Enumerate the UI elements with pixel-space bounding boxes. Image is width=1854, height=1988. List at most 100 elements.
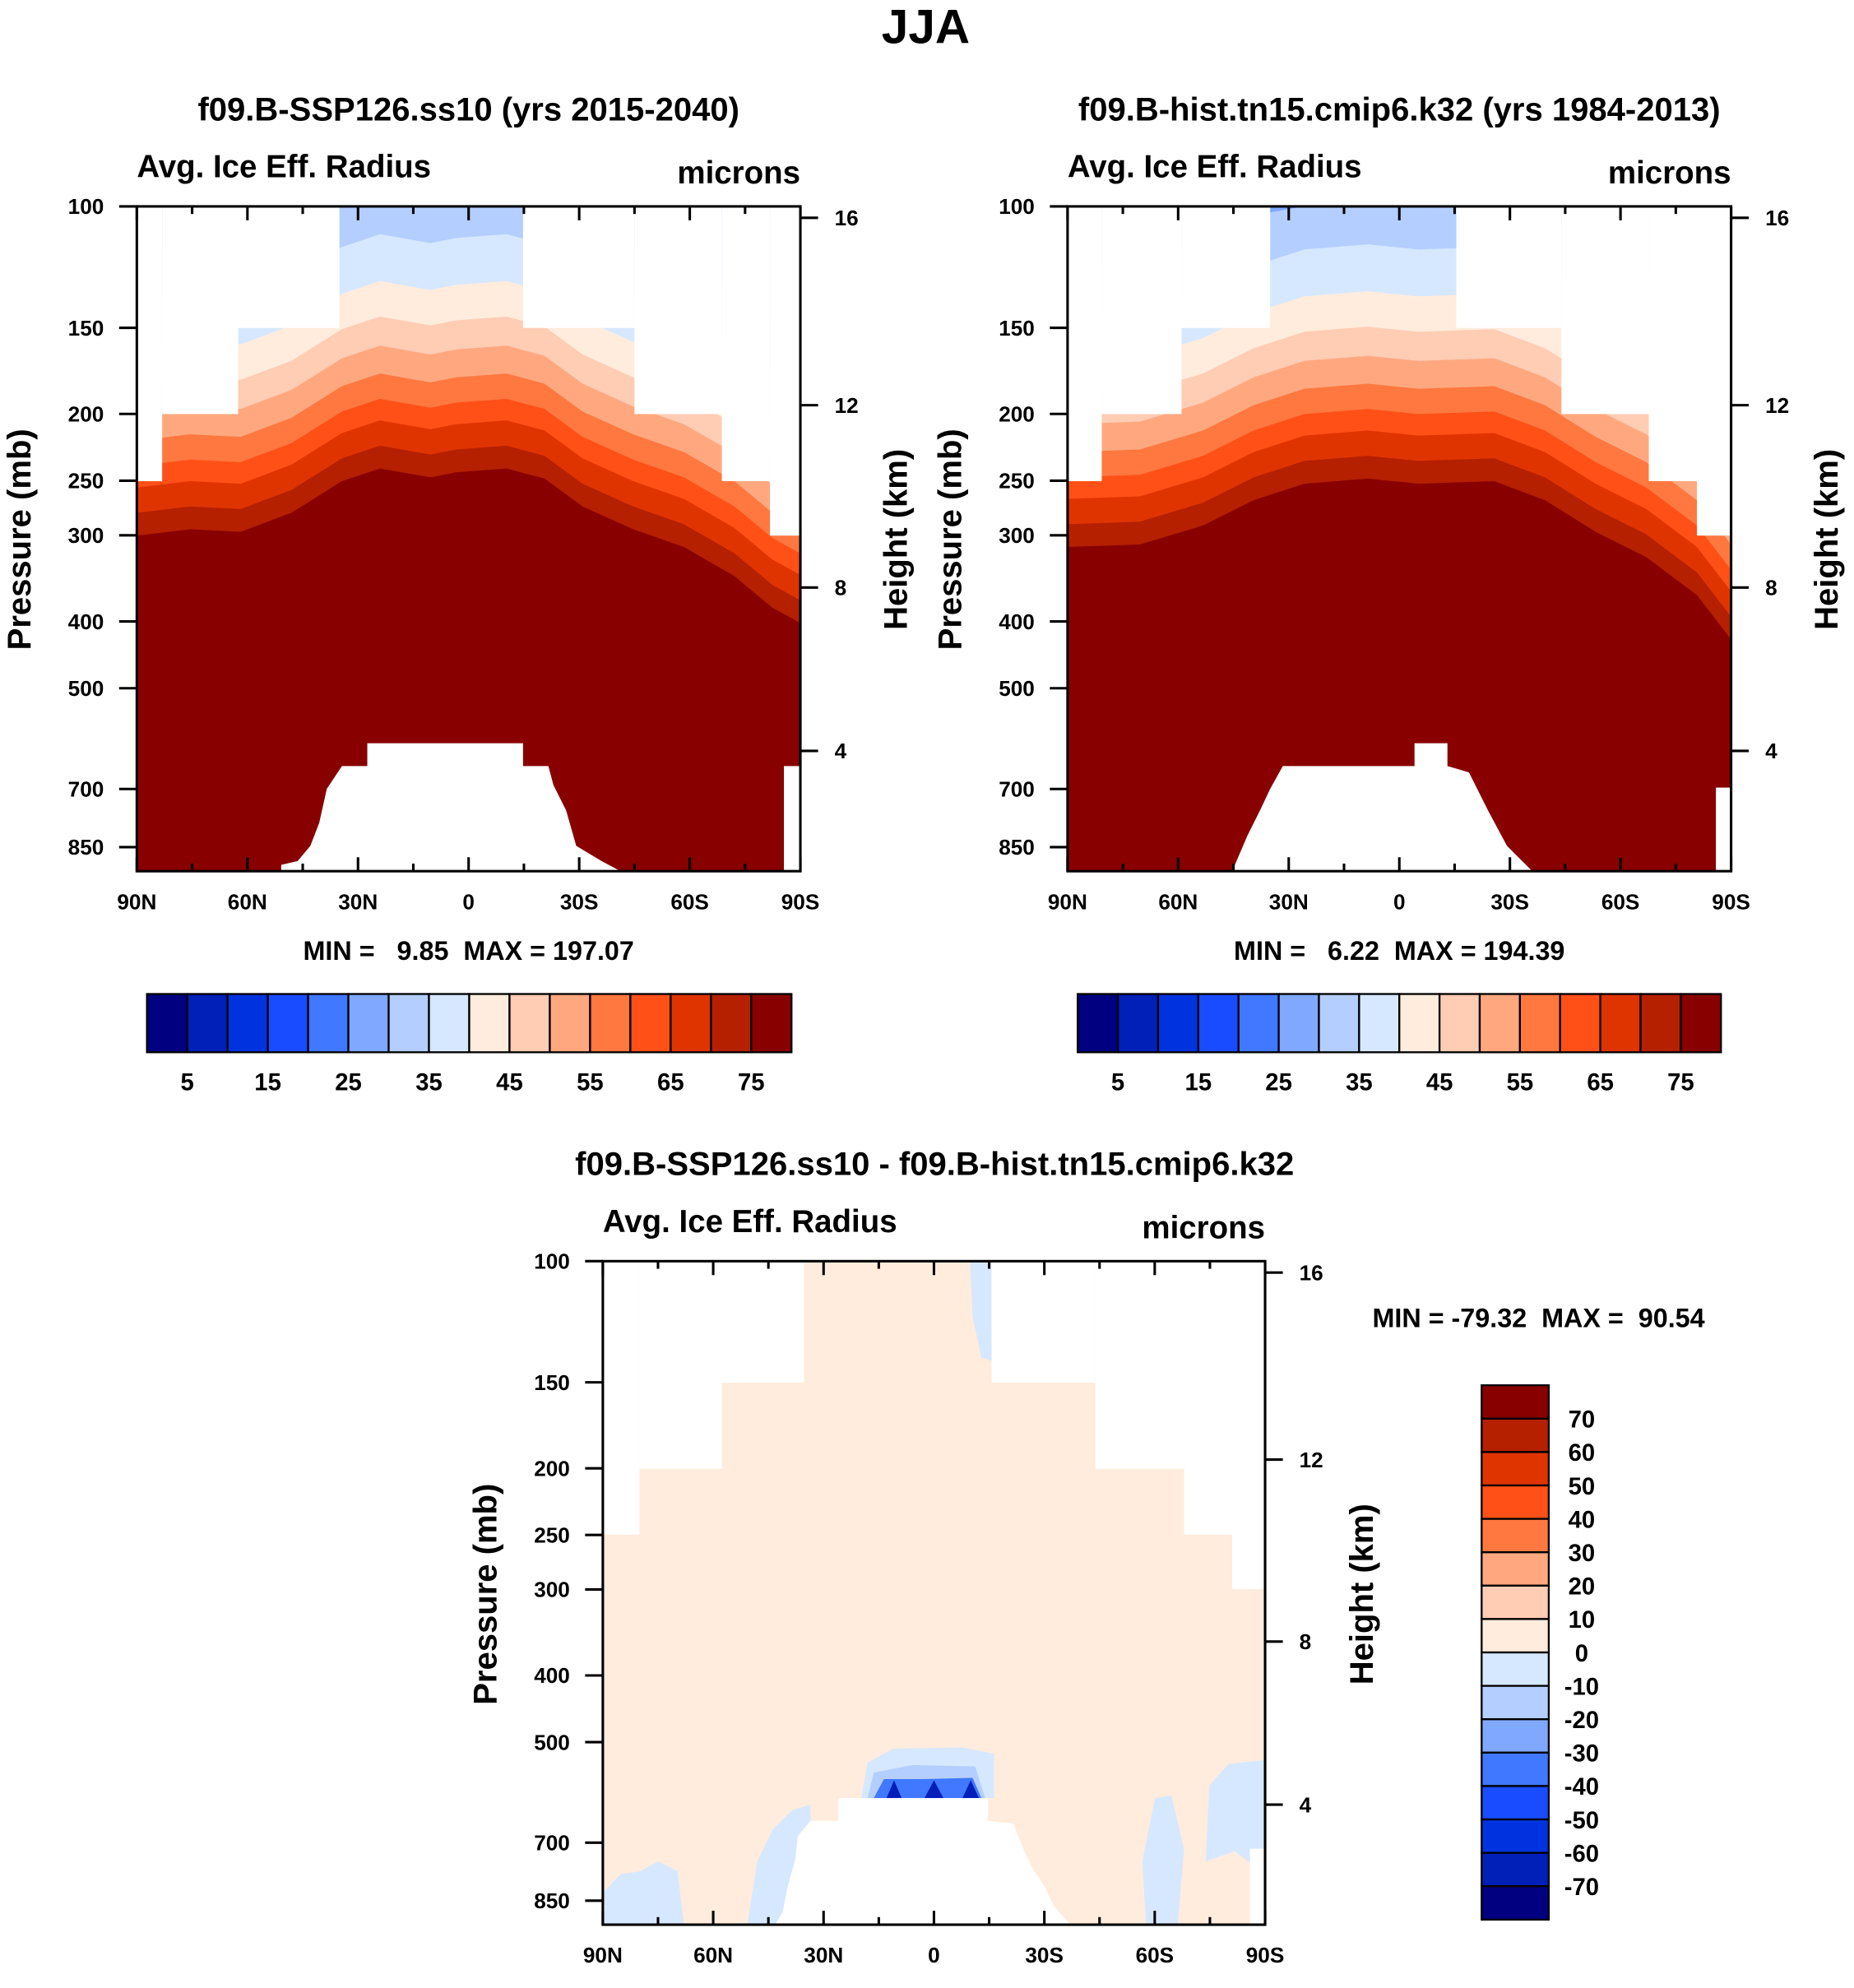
y-tick-label: 500 [999, 676, 1035, 701]
colorbar-label: -20 [1564, 1708, 1599, 1734]
colorbar-label: -10 [1564, 1674, 1599, 1700]
colorbar-swatch [186, 993, 229, 1054]
contour-band-level-15 [137, 468, 801, 872]
missing-region [1456, 206, 1562, 328]
colorbar-swatch [1481, 1451, 1550, 1487]
y-tick-label: 300 [534, 1578, 570, 1602]
x-tick-label: 0 [928, 1943, 940, 1967]
negative-anomaly-core [962, 1780, 980, 1799]
y-right-tick-label: 8 [1765, 576, 1778, 600]
negative-anomaly-region [874, 1777, 982, 1799]
y-tick-label: 100 [68, 194, 104, 219]
y-tick-label: 150 [534, 1370, 570, 1395]
panel1-missing-data-mask [137, 206, 801, 872]
colorbar-label: 75 [738, 1070, 765, 1096]
y-tick-label: 100 [534, 1249, 570, 1274]
colorbar-label: 40 [1569, 1507, 1596, 1533]
missing-region [522, 206, 635, 328]
colorbar-label: 55 [577, 1070, 604, 1096]
missing-region [991, 1261, 1096, 1383]
colorbar-label: 25 [335, 1070, 362, 1096]
colorbar-label: 0 [1575, 1641, 1588, 1667]
panel3-missing-data-mask [602, 1261, 1266, 1925]
topography-mask [1232, 743, 1532, 872]
panel2-axes: 90N 60N 30N 0 30S 60S 90S 100 150 200 250 300 400 500… [999, 194, 1789, 914]
colorbar-swatch [1478, 993, 1522, 1054]
y-tick-label: 850 [534, 1888, 570, 1913]
x-tick-label: 90S [1712, 889, 1750, 914]
colorbar-swatch [428, 993, 470, 1054]
colorbar-label: 70 [1569, 1407, 1596, 1434]
x-tick-label: 60N [693, 1943, 733, 1967]
panel1-ylabel: Pressure (mb) [2, 429, 38, 650]
missing-region [770, 206, 801, 536]
colorbar-swatch [387, 993, 430, 1054]
colorbar-label: 35 [415, 1070, 443, 1096]
panel2-colorbar: 5 15 25 35 45 55 65 75 [1077, 993, 1722, 1096]
colorbar-swatch [1481, 1718, 1550, 1754]
y-tick-label: 300 [999, 523, 1035, 548]
colorbar-label: 5 [1111, 1070, 1124, 1096]
missing-region [1067, 206, 1102, 482]
missing-region [238, 206, 340, 328]
x-tick-label: 90N [117, 889, 156, 914]
panel2-subtitle: f09.B-hist.tn15.cmip6.k32 (yrs 1984-2013… [1078, 91, 1721, 127]
colorbar-swatch [1481, 1651, 1550, 1687]
missing-region [634, 206, 722, 415]
missing-region [639, 1261, 722, 1469]
colorbar-swatch [1237, 993, 1280, 1054]
y-right-tick-label: 12 [1300, 1448, 1323, 1472]
panel3-ylabel-right: Height (km) [1344, 1504, 1380, 1684]
y-tick-label: 500 [68, 676, 104, 701]
y-tick-label: 850 [999, 835, 1035, 860]
colorbar-label: 55 [1507, 1070, 1534, 1096]
colorbar-label: 25 [1265, 1070, 1292, 1096]
y-right-tick-label: 12 [835, 393, 859, 418]
x-tick-label: 60S [670, 889, 709, 914]
y-tick-label: 150 [68, 316, 104, 341]
y-tick-label: 700 [534, 1831, 570, 1856]
missing-region [1232, 1261, 1266, 1590]
panel1-subtitle: f09.B-SSP126.ss10 (yrs 2015-2040) [197, 91, 739, 127]
colorbar-label: -40 [1564, 1774, 1599, 1800]
topography-mask [280, 743, 621, 872]
colorbar-label: 65 [1587, 1070, 1614, 1096]
y-tick-label: 400 [534, 1663, 570, 1688]
y-tick-label: 250 [999, 469, 1035, 494]
figure-title: JJA [882, 0, 970, 53]
missing-region [1697, 206, 1731, 536]
y-right-tick-label: 4 [835, 739, 847, 763]
panel2-left-title: Avg. Ice Eff. Radius [1068, 150, 1362, 185]
colorbar-swatch [670, 993, 712, 1054]
colorbar-swatch [1481, 1818, 1550, 1854]
missing-region [1101, 206, 1182, 415]
x-tick-label: 30S [1025, 1943, 1064, 1967]
panel2-units: microns [1608, 155, 1731, 191]
colorbar-swatch [1481, 1584, 1550, 1620]
y-tick-label: 300 [68, 523, 104, 548]
panel3-colorbar: 70 60 50 40 30 20 10 0 -10 -20 -30 -40 -50 -60 -70 [1481, 1384, 1599, 1921]
negative-anomaly-region [970, 1261, 994, 1361]
colorbar-swatch [1481, 1785, 1550, 1821]
colorbar-swatch [1197, 993, 1240, 1054]
x-tick-label: 60S [1601, 889, 1640, 914]
missing-region [137, 206, 163, 482]
colorbar-swatch [629, 993, 672, 1054]
panel2-ylabel: Pressure (mb) [933, 429, 969, 650]
x-tick-label: 30S [1490, 889, 1529, 914]
y-tick-label: 150 [999, 316, 1035, 341]
colorbar-swatch [1481, 1384, 1550, 1420]
missing-region [1249, 1848, 1266, 1925]
y-tick-label: 250 [534, 1522, 570, 1547]
colorbar-swatch [1559, 993, 1601, 1054]
x-tick-label: 60N [228, 889, 267, 914]
missing-region [1561, 206, 1649, 415]
panel3-subtitle: f09.B-SSP126.ss10 - f09.B-hist.tn15.cmip… [575, 1147, 1294, 1183]
colorbar-label: -70 [1564, 1874, 1599, 1901]
x-tick-label: 0 [1393, 889, 1406, 914]
colorbar-swatch [1639, 993, 1682, 1054]
x-tick-label: 30N [804, 1943, 843, 1967]
panel1-units: microns [677, 155, 800, 191]
missing-region [602, 1261, 640, 1535]
